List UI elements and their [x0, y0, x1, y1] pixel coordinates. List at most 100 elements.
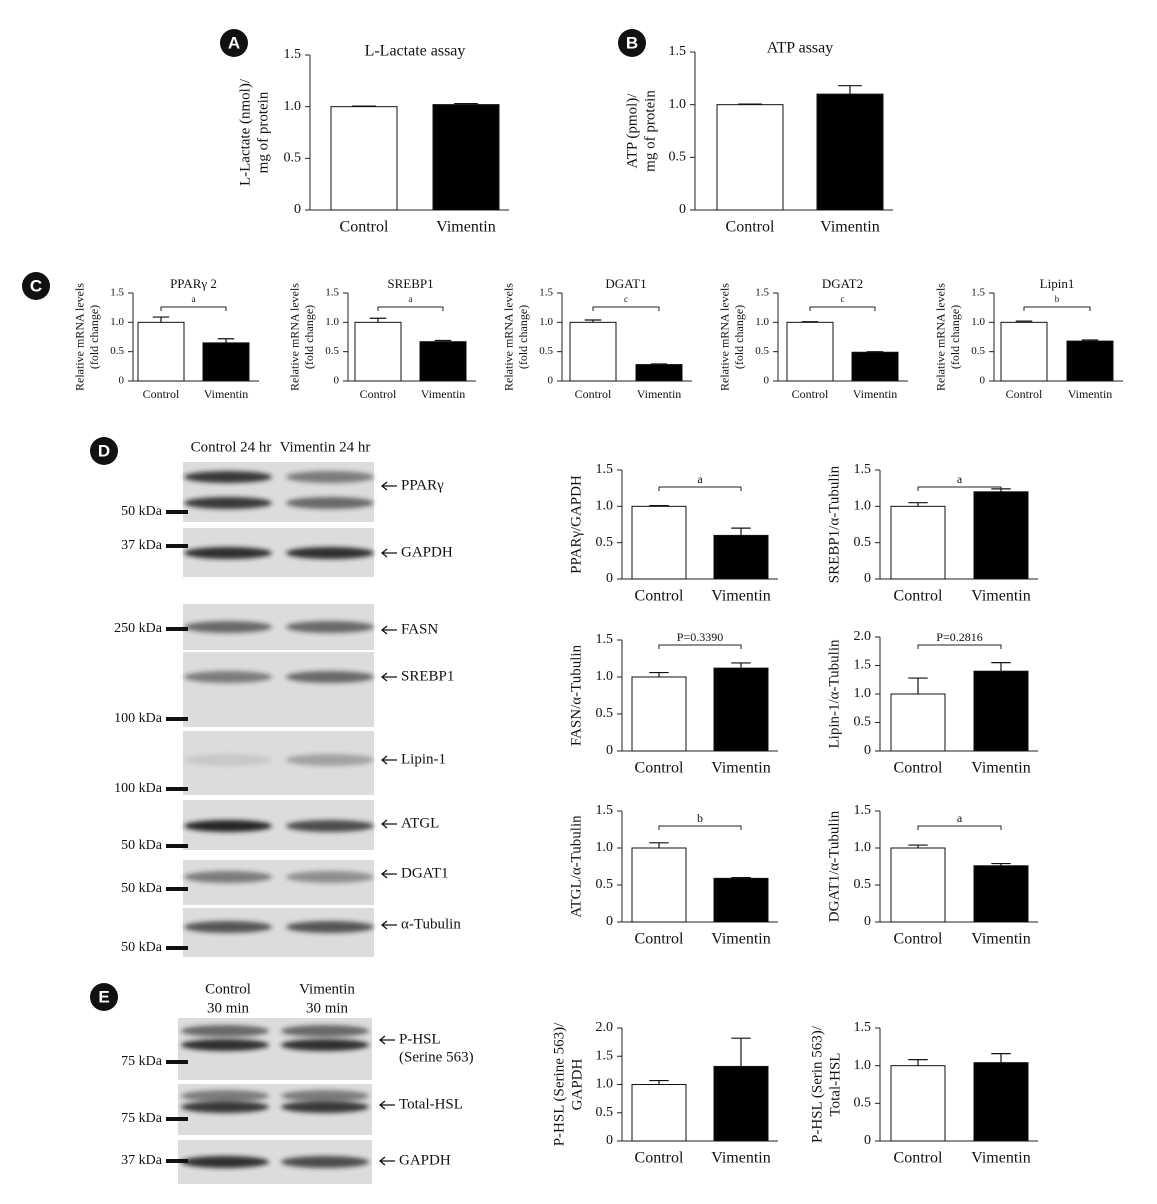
y-tick-label: 1.0 — [854, 1058, 872, 1073]
x-tick-label: Control — [635, 931, 684, 948]
panel-badge — [22, 272, 50, 300]
bar — [890, 847, 946, 923]
protein-label: (Serine 563) — [399, 1049, 474, 1065]
x-tick-label: Vimentin — [971, 588, 1030, 605]
panel-badge — [90, 437, 118, 465]
x-tick-label: Vimentin — [421, 387, 466, 401]
protein-arrow — [380, 481, 397, 491]
protein-label: DGAT1 — [401, 865, 449, 881]
y-axis-label: (fold change) — [516, 305, 530, 369]
y-axis-label: Relative mRNA levels — [502, 283, 516, 391]
protein-label: GAPDH — [399, 1152, 451, 1168]
error-bar — [217, 338, 235, 343]
y-axis-label: FASN/α-Tubulin — [568, 644, 584, 746]
significance-bracket — [658, 825, 742, 830]
x-tick-label: Control — [143, 387, 180, 401]
y-tick-label: 0 — [334, 375, 340, 387]
y-tick-label: 1.5 — [854, 803, 872, 818]
error-bar — [838, 85, 862, 95]
error-bar — [649, 1079, 669, 1085]
bar — [713, 1065, 769, 1142]
marker-label: 50 kDa — [121, 940, 163, 955]
y-axis-label: ATGL/α-Tubulin — [568, 815, 584, 918]
y-tick-label: 1.5 — [854, 462, 872, 477]
significance-label: a — [697, 472, 703, 486]
bar — [419, 341, 467, 382]
protein-arrow — [380, 625, 397, 635]
blot-band — [286, 621, 374, 633]
bar — [713, 534, 769, 580]
significance-label: c — [841, 294, 845, 304]
protein-arrow — [378, 1156, 395, 1166]
lane-header: Control 24 hr — [191, 439, 272, 455]
y-tick-label: 0.5 — [539, 345, 553, 357]
blot-band — [184, 471, 272, 483]
significance-bracket — [658, 486, 742, 491]
x-tick-label: Vimentin — [971, 1150, 1030, 1167]
x-tick-label: Control — [726, 219, 775, 236]
y-tick-label: 0 — [606, 914, 613, 929]
marker-label: 75 kDa — [121, 1111, 163, 1126]
x-tick-label: Vimentin — [711, 588, 770, 605]
chart-title: DGAT2 — [822, 276, 863, 291]
marker-bar — [166, 544, 188, 548]
y-tick-label: 1.0 — [284, 99, 302, 114]
y-tick-label: 0 — [606, 1133, 613, 1148]
error-bar — [649, 505, 669, 507]
y-axis-label: GAPDH — [570, 1059, 586, 1111]
bar — [973, 670, 1029, 752]
protein-label: SREBP1 — [401, 668, 454, 684]
y-tick-label: 0 — [119, 375, 125, 387]
y-tick-label: 0 — [294, 202, 301, 217]
protein-arrow — [380, 920, 397, 930]
y-tick-label: 0.5 — [854, 1096, 872, 1111]
error-bar — [731, 876, 751, 879]
chart-title: PPARγ 2 — [170, 276, 217, 291]
marker-label: 50 kDa — [121, 881, 163, 896]
significance-bracket — [160, 306, 227, 311]
error-bar — [908, 502, 928, 507]
marker-bar — [166, 717, 188, 721]
y-tick-label: 1.5 — [755, 287, 769, 299]
y-tick-label: 0.5 — [854, 715, 872, 730]
blot-band — [184, 497, 272, 509]
blot-band — [281, 1025, 369, 1037]
protein-arrow — [380, 869, 397, 879]
blot-band — [181, 1101, 269, 1113]
y-tick-label: 0 — [864, 571, 871, 586]
y-axis-label: Total-HSL — [828, 1053, 844, 1117]
y-tick-label: 1.5 — [854, 658, 872, 673]
chart-title: ATP assay — [767, 40, 834, 57]
significance-bracket — [917, 486, 1002, 491]
marker-label: 100 kDa — [114, 781, 163, 796]
lane-header: Control — [205, 981, 251, 997]
lane-header: Vimentin 24 hr — [280, 439, 371, 455]
blot-band — [286, 921, 374, 933]
blot-band — [286, 471, 374, 483]
panel-badge — [618, 29, 646, 57]
marker-bar — [166, 627, 188, 631]
blot-band — [286, 754, 374, 766]
y-tick-label: 1.5 — [971, 287, 985, 299]
panel-badge — [90, 983, 118, 1011]
y-tick-label: 1.0 — [325, 316, 339, 328]
error-bar — [866, 351, 884, 353]
y-tick-label: 0.5 — [755, 345, 769, 357]
protein-arrow — [380, 819, 397, 829]
error-bar — [434, 339, 452, 342]
y-axis-label: L-Lactate (nmol)/ — [237, 78, 253, 186]
y-tick-label: 0 — [606, 743, 613, 758]
y-tick-label: 0.5 — [854, 877, 872, 892]
y-tick-label: 1.5 — [596, 632, 614, 647]
significance-label: P=0.2816 — [936, 630, 982, 644]
x-tick-label: Control — [1006, 387, 1043, 401]
y-tick-label: 1.5 — [854, 1020, 872, 1035]
blot-band — [286, 547, 374, 559]
significance-bracket — [917, 644, 1002, 649]
bar — [973, 865, 1029, 923]
protein-arrow — [378, 1035, 395, 1045]
y-tick-label: 0.5 — [596, 706, 614, 721]
protein-arrow — [380, 548, 397, 558]
x-tick-label: Vimentin — [637, 387, 682, 401]
x-tick-label: Vimentin — [853, 387, 898, 401]
